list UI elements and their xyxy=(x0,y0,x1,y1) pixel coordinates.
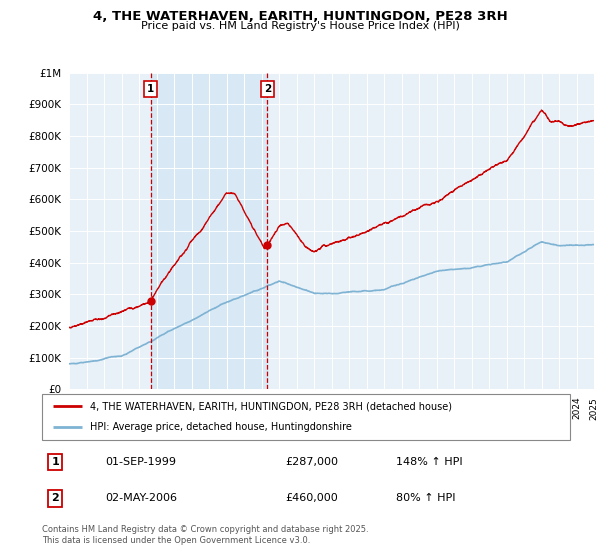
Text: 4, THE WATERHAVEN, EARITH, HUNTINGDON, PE28 3RH (detached house): 4, THE WATERHAVEN, EARITH, HUNTINGDON, P… xyxy=(89,401,452,411)
Text: 80% ↑ HPI: 80% ↑ HPI xyxy=(396,493,455,503)
Text: £287,000: £287,000 xyxy=(285,457,338,467)
Text: Price paid vs. HM Land Registry's House Price Index (HPI): Price paid vs. HM Land Registry's House … xyxy=(140,21,460,31)
FancyBboxPatch shape xyxy=(42,394,570,440)
Text: Contains HM Land Registry data © Crown copyright and database right 2025.
This d: Contains HM Land Registry data © Crown c… xyxy=(42,525,368,545)
Text: 2: 2 xyxy=(263,83,271,94)
Text: 02-MAY-2006: 02-MAY-2006 xyxy=(106,493,178,503)
Text: 1: 1 xyxy=(147,83,154,94)
Bar xyxy=(151,73,267,389)
Text: 1: 1 xyxy=(52,457,59,467)
Text: 148% ↑ HPI: 148% ↑ HPI xyxy=(396,457,463,467)
Text: £460,000: £460,000 xyxy=(285,493,338,503)
Text: 2: 2 xyxy=(52,493,59,503)
Text: HPI: Average price, detached house, Huntingdonshire: HPI: Average price, detached house, Hunt… xyxy=(89,422,352,432)
Text: 4, THE WATERHAVEN, EARITH, HUNTINGDON, PE28 3RH: 4, THE WATERHAVEN, EARITH, HUNTINGDON, P… xyxy=(92,10,508,23)
Text: 01-SEP-1999: 01-SEP-1999 xyxy=(106,457,176,467)
